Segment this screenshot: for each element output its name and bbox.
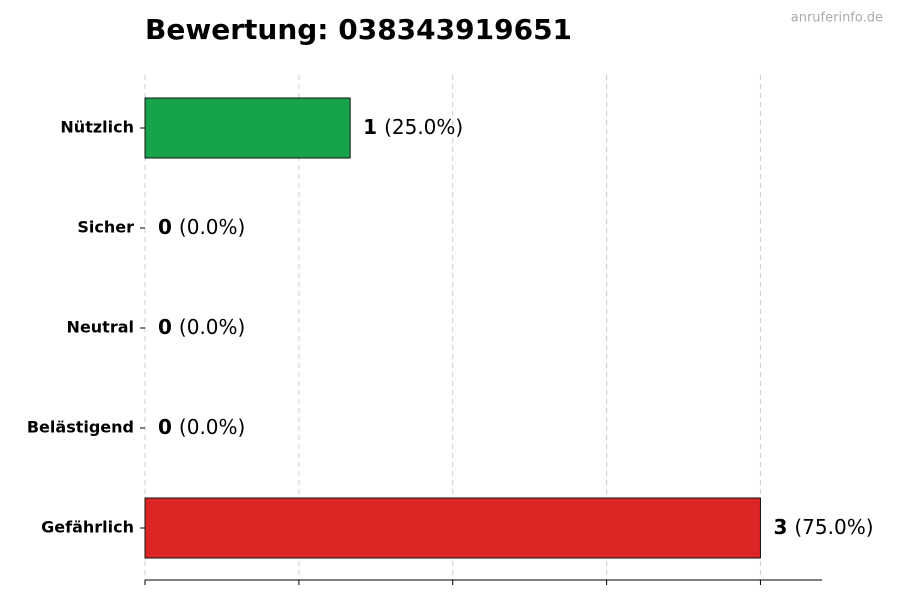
data-label: 3 (75.0%) [773,515,873,539]
percentage-label: (0.0%) [179,315,245,339]
value-label: 1 [363,115,377,139]
percentage-label: (0.0%) [179,215,245,239]
y-tick-label: Sicher [77,218,134,237]
bar [144,97,351,159]
data-label: 0 (0.0%) [158,415,245,439]
value-label: 0 [158,415,172,439]
percentage-label: (25.0%) [384,115,463,139]
data-label: 0 (0.0%) [158,215,245,239]
value-label: 3 [773,515,787,539]
y-tick-label: Gefährlich [41,518,134,537]
percentage-label: (0.0%) [179,415,245,439]
data-label: 0 (0.0%) [158,315,245,339]
chart-title: Bewertung: 038343919651 [145,13,572,46]
bar [144,497,761,559]
y-tick-label: Belästigend [27,418,134,437]
y-tick-label: Nützlich [60,118,134,137]
value-label: 0 [158,215,172,239]
value-label: 0 [158,315,172,339]
data-label: 1 (25.0%) [363,115,463,139]
watermark: anruferinfo.de [791,11,883,26]
y-tick-label: Neutral [67,318,134,337]
percentage-label: (75.0%) [794,515,873,539]
